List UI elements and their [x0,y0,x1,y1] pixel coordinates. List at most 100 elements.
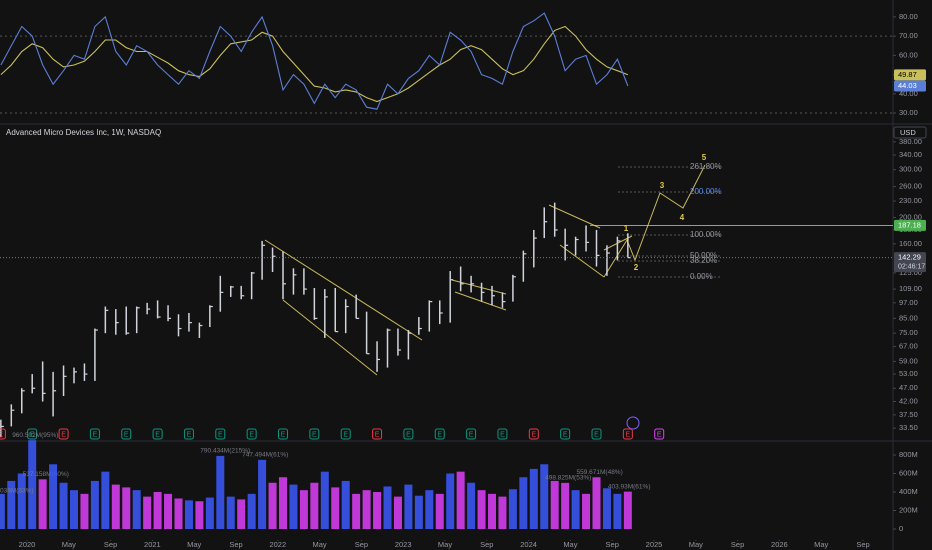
volume-bar [446,473,455,529]
y-tick-label: 380.00 [899,137,922,146]
y-tick-label: 97.00 [899,298,918,307]
x-tick-label: Sep [856,540,869,549]
earnings-label: E [626,431,631,438]
y-tick-label: 33.50 [899,423,918,432]
wedge-line [548,204,601,229]
volume-bar [592,477,601,529]
x-tick-label: 2023 [395,540,412,549]
y-tick-label: 400M [899,487,918,496]
y-tick-label: 37.50 [899,410,918,419]
x-tick-label: 2022 [269,540,286,549]
volume-bar [310,482,319,529]
y-tick-label: 75.00 [899,328,918,337]
volume-bar [414,495,423,529]
x-tick-label: Sep [104,540,117,549]
bar-countdown: 02:46:17 [898,264,925,271]
volume-bar [80,493,89,529]
x-tick-label: Sep [355,540,368,549]
volume-bar [17,473,26,529]
x-tick-label: May [814,540,828,549]
y-tick-label: 0 [899,524,903,533]
y-tick-label: 60.00 [899,50,918,59]
horizontal-line-label-bg [894,219,926,231]
volume-bar [341,480,350,529]
earnings-badge [309,428,320,440]
earnings-label: E [218,431,223,438]
earnings-label: E [437,431,442,438]
y-tick-label: 42.00 [899,396,918,405]
earnings-label: E [155,431,160,438]
volume-label: 790.434M(215%) [200,448,250,455]
y-tick-label: 160.00 [899,239,922,248]
volume-bar [550,480,559,529]
earnings-badge [528,428,539,440]
y-tick-label: 47.00 [899,383,918,392]
chart-title: Advanced Micro Devices Inc, 1W, NASDAQ [6,128,161,137]
y-tick-label: 200M [899,505,918,514]
earnings-badge [466,428,477,440]
earnings-label: E [30,431,35,438]
currency[interactable]: USD [900,128,916,137]
volume-bar [529,468,538,529]
earnings-label: E [594,431,599,438]
volume-bar [279,477,287,529]
earnings-label: E [312,431,317,438]
volume-label: 403.93M(61%) [608,483,651,490]
x-tick-label: May [313,540,327,549]
y-tick-label: 70.00 [899,31,918,40]
volume-bar [132,490,141,529]
volume-bar [477,490,486,529]
earnings-label: E [187,431,192,438]
volume-bar [488,493,496,529]
volume-bar [101,471,110,529]
volume-bar [602,488,611,529]
rsi-last-value: 49.87 [898,70,917,79]
wave-projection [603,164,706,278]
earnings-label: E [406,431,411,438]
volume-bar [320,471,329,529]
volume-bar [0,493,5,529]
y-tick-label: 600M [899,469,918,478]
volume-bar [613,493,622,529]
volume-bar [299,490,308,529]
y-tick-label: 125.00 [899,268,922,277]
volume-bar [268,482,277,529]
fib-label: 200.00% [690,187,722,196]
y-tick-label: 109.00 [899,284,922,293]
volume-bar [153,492,162,529]
volume-bar [38,479,47,529]
currency-box[interactable] [893,126,927,139]
earnings-badge [622,428,633,440]
volume-bar [352,493,361,529]
x-tick-label: Sep [606,540,619,549]
earnings-label: E [563,431,568,438]
volume-bar [164,493,173,529]
earnings-badge [121,428,132,440]
earnings-label: E [531,431,536,438]
volume-bar [28,440,37,529]
y-tick-label: 200.00 [899,213,922,222]
volume-bar [582,493,591,529]
y-tick-label: 40.00 [899,89,918,98]
last-price: 142.29 [898,253,921,262]
earnings-badge [340,428,351,440]
volume-bar [571,490,580,529]
last-price-bg [894,252,926,273]
volume-bar [373,492,382,529]
volume-bar [435,493,444,529]
volume-bar [331,487,340,529]
volume-bar [508,489,517,529]
fib-label: 50.00% [690,251,717,260]
volume-bar [362,490,371,529]
earnings-badge [89,428,100,440]
fib-label: 100.00% [690,230,722,239]
wave-label: 1 [624,224,629,233]
x-tick-label: May [563,540,577,549]
fib-label: 38.20% [690,256,717,265]
earnings-label: E [375,431,380,438]
x-tick-label: May [689,540,703,549]
volume-bar [111,484,120,529]
volume-label: 559.671M(48%) [577,469,623,476]
